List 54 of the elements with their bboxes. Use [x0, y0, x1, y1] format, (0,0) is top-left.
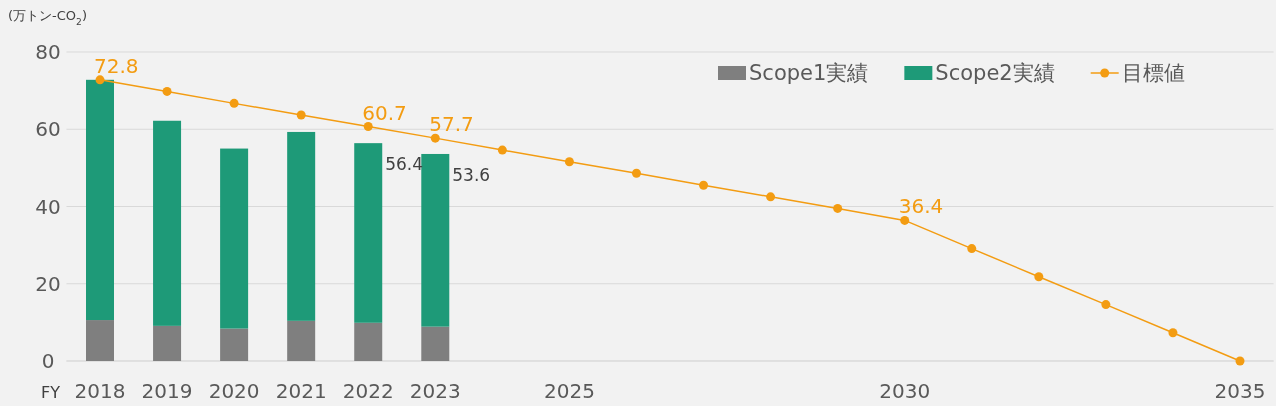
x-tick-label: 2023: [409, 379, 461, 403]
bar: [153, 325, 182, 361]
y-tick-label: 80: [35, 40, 61, 64]
x-tick-label: 2022: [342, 379, 394, 403]
point: [766, 192, 776, 202]
x-tick-label: 2021: [275, 379, 327, 403]
bar: [354, 143, 383, 323]
point: [699, 180, 709, 190]
data-label: 60.7: [362, 100, 407, 125]
bar: [421, 326, 450, 361]
total-label: 53.6: [452, 164, 491, 185]
point: [363, 122, 373, 132]
point: [1034, 272, 1044, 282]
x-tick-label: 2035: [1214, 379, 1266, 403]
x-tick-label: 2019: [141, 379, 193, 403]
point: [631, 168, 641, 178]
point: [564, 157, 574, 167]
data-label: 57.7: [429, 112, 474, 137]
data-label: 36.4: [898, 194, 944, 219]
legend-label: Scope1実績: [749, 61, 869, 85]
point: [497, 145, 507, 155]
bar: [220, 148, 249, 329]
point: [162, 86, 172, 96]
y-tick-label: 60: [35, 117, 61, 142]
bar: [153, 120, 182, 326]
x-tick-label: 2018: [74, 379, 126, 403]
point: [1101, 300, 1111, 310]
bar: [220, 328, 249, 361]
x-tick-label: 2030: [879, 379, 931, 403]
point: [833, 203, 843, 213]
point: [95, 75, 105, 85]
legend-label: 目標値: [1121, 61, 1185, 85]
bar: [86, 79, 114, 321]
point: [1235, 356, 1245, 366]
bar: [287, 320, 316, 361]
point: [229, 98, 239, 108]
x-axis-title: FY: [41, 383, 61, 402]
x-tick-label: 2025: [543, 379, 595, 403]
y-tick-label: 40: [35, 194, 61, 219]
point: [296, 110, 306, 120]
data-label: 72.8: [94, 53, 139, 78]
bar: [287, 131, 316, 321]
point: [430, 133, 440, 143]
bar: [421, 153, 450, 327]
y-axis-title: (万トン-CO$_{2}$): [8, 8, 87, 27]
point: [1168, 328, 1178, 338]
x-tick-label: 2020: [208, 379, 260, 403]
legend-label: Scope2実績: [935, 61, 1055, 85]
point: [967, 244, 977, 254]
y-tick-label: 0: [41, 349, 55, 373]
bar: [86, 320, 114, 361]
y-tick-label: 20: [35, 271, 61, 296]
bar: [354, 322, 383, 361]
point: [900, 215, 910, 225]
